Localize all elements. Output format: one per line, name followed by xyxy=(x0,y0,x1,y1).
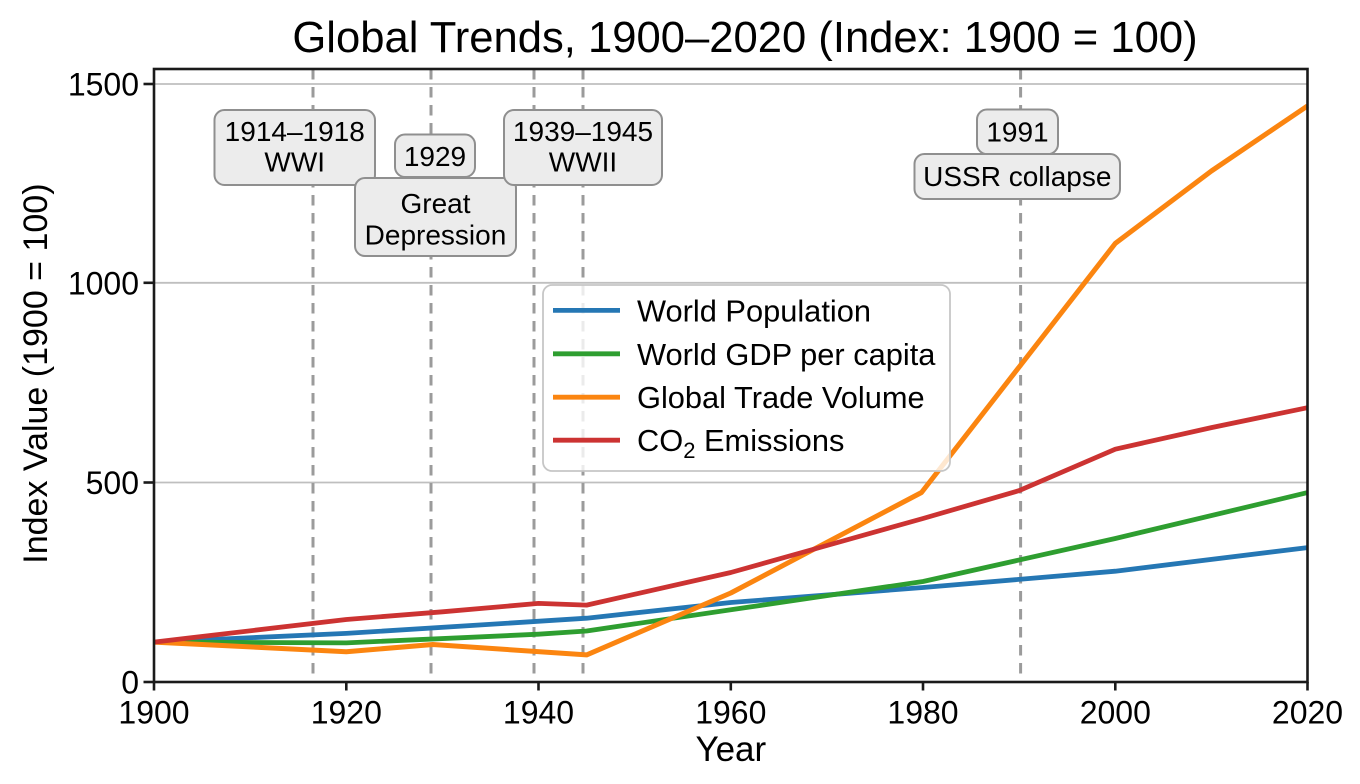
svg-text:1914–1918: 1914–1918 xyxy=(225,116,365,147)
svg-text:World Population: World Population xyxy=(637,293,871,328)
svg-text:Depression: Depression xyxy=(365,220,507,251)
svg-text:500: 500 xyxy=(86,465,139,501)
svg-text:WWI: WWI xyxy=(264,147,325,178)
svg-text:1920: 1920 xyxy=(311,695,382,731)
svg-text:2020: 2020 xyxy=(1272,695,1343,731)
svg-text:1960: 1960 xyxy=(695,695,766,731)
svg-text:Year: Year xyxy=(695,730,766,769)
svg-text:1929: 1929 xyxy=(404,141,466,172)
svg-text:Global Trade Volume: Global Trade Volume xyxy=(637,380,925,415)
svg-text:1939–1945: 1939–1945 xyxy=(513,116,653,147)
svg-text:Index Value (1900 = 100): Index Value (1900 = 100) xyxy=(17,183,55,563)
svg-text:1000: 1000 xyxy=(68,265,139,301)
svg-text:WWII: WWII xyxy=(549,147,617,178)
svg-text:1500: 1500 xyxy=(68,67,139,103)
svg-text:1991: 1991 xyxy=(986,116,1048,147)
svg-text:1980: 1980 xyxy=(887,695,958,731)
svg-text:1900: 1900 xyxy=(118,695,189,731)
svg-text:0: 0 xyxy=(121,665,139,701)
svg-text:Global Trends, 1900–2020 (Inde: Global Trends, 1900–2020 (Index: 1900 = … xyxy=(292,14,1197,62)
svg-text:Great: Great xyxy=(400,188,470,219)
svg-text:USSR collapse: USSR collapse xyxy=(923,161,1111,192)
svg-text:2000: 2000 xyxy=(1080,695,1151,731)
svg-text:World GDP per capita: World GDP per capita xyxy=(637,337,936,372)
svg-text:1940: 1940 xyxy=(503,695,574,731)
svg-text:CO2 Emissions: CO2 Emissions xyxy=(637,423,844,463)
